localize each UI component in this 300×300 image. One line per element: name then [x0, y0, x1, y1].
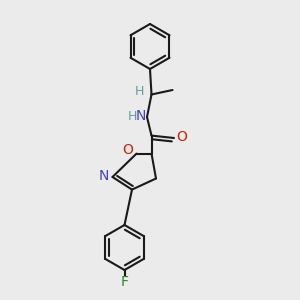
Text: O: O	[123, 143, 134, 157]
Text: N: N	[98, 169, 109, 182]
Text: N: N	[135, 109, 146, 123]
Text: H: H	[128, 110, 137, 123]
Text: F: F	[121, 275, 128, 289]
Text: O: O	[176, 130, 187, 144]
Text: H: H	[135, 85, 144, 98]
